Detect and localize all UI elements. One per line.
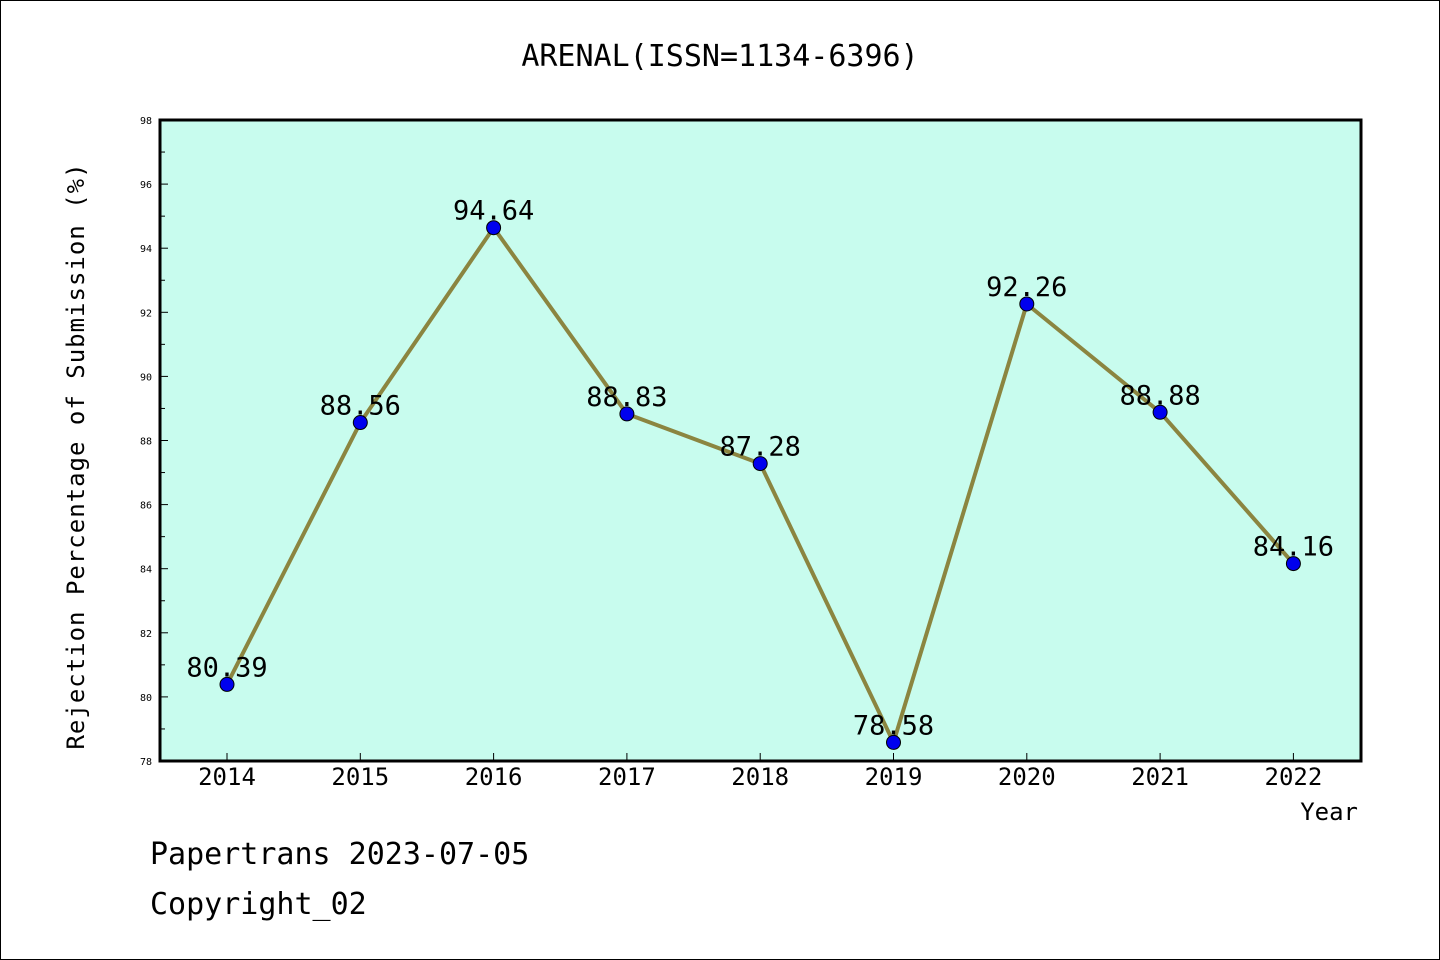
data-point-2015 <box>352 415 368 431</box>
series-line <box>219 220 1301 750</box>
footer-source: Papertrans 2023-07-05 <box>150 837 529 872</box>
data-point-2016 <box>486 220 502 236</box>
data-labels: 80.39 88.56 94.64 88.83 87.28 78.58 92.26 88.88… <box>186 196 1334 742</box>
data-label-2021: 88.88 <box>1119 380 1200 411</box>
x-tick-label: 2014 <box>198 763 256 791</box>
y-tick-label: 84 <box>140 565 152 576</box>
chart-title: ARENAL(ISSN=1134-6396) <box>521 39 918 74</box>
data-point-2018 <box>752 456 768 472</box>
data-point-2020 <box>1019 296 1035 312</box>
data-label-2018: 87.28 <box>720 432 801 463</box>
x-tick-label: 2018 <box>731 763 789 791</box>
y-tick-label: 92 <box>140 308 152 319</box>
y-tick-label: 86 <box>140 501 152 512</box>
data-point-2022 <box>1285 556 1301 572</box>
y-tick-label: 78 <box>140 757 152 768</box>
data-point-2019 <box>886 734 901 750</box>
data-point-2021 <box>1152 404 1168 420</box>
data-label-2016: 94.64 <box>453 196 534 227</box>
x-tick-label: 2021 <box>1131 763 1189 791</box>
x-axis-label: Year <box>1300 798 1358 826</box>
plot-area <box>160 120 1361 761</box>
data-label-2014: 80.39 <box>186 652 267 683</box>
y-tick-label: 80 <box>140 693 152 704</box>
y-tick-label: 90 <box>140 372 152 383</box>
data-point-2014 <box>219 676 235 692</box>
data-label-2019: 78.58 <box>853 710 934 741</box>
y-tick-label: 82 <box>140 629 152 640</box>
x-tick-label: 2017 <box>598 763 656 791</box>
x-axis: 2014 2015 2016 2017 2018 2019 2020 2021 2022 <box>198 753 1322 791</box>
y-tick-label: 94 <box>140 244 152 255</box>
data-point-2017 <box>619 406 635 422</box>
x-tick-label: 2020 <box>998 763 1056 791</box>
data-label-2020: 92.26 <box>986 272 1067 303</box>
plot-border <box>158 118 1363 763</box>
data-label-2015: 88.56 <box>320 391 401 422</box>
data-label-2022: 84.16 <box>1253 532 1334 563</box>
x-tick-label: 2019 <box>865 763 923 791</box>
x-tick-label: 2022 <box>1265 763 1323 791</box>
x-tick-label: 2015 <box>331 763 389 791</box>
footer-copyright: Copyright_02 <box>150 887 367 922</box>
y-tick-label: 98 <box>140 116 152 127</box>
x-tick-label: 2016 <box>465 763 523 791</box>
y-axis-label: Rejection Percentage of Submission (%) <box>62 162 90 749</box>
data-label-2017: 88.83 <box>586 382 667 413</box>
y-tick-label: 88 <box>140 437 152 448</box>
y-tick-label: 96 <box>140 180 152 191</box>
